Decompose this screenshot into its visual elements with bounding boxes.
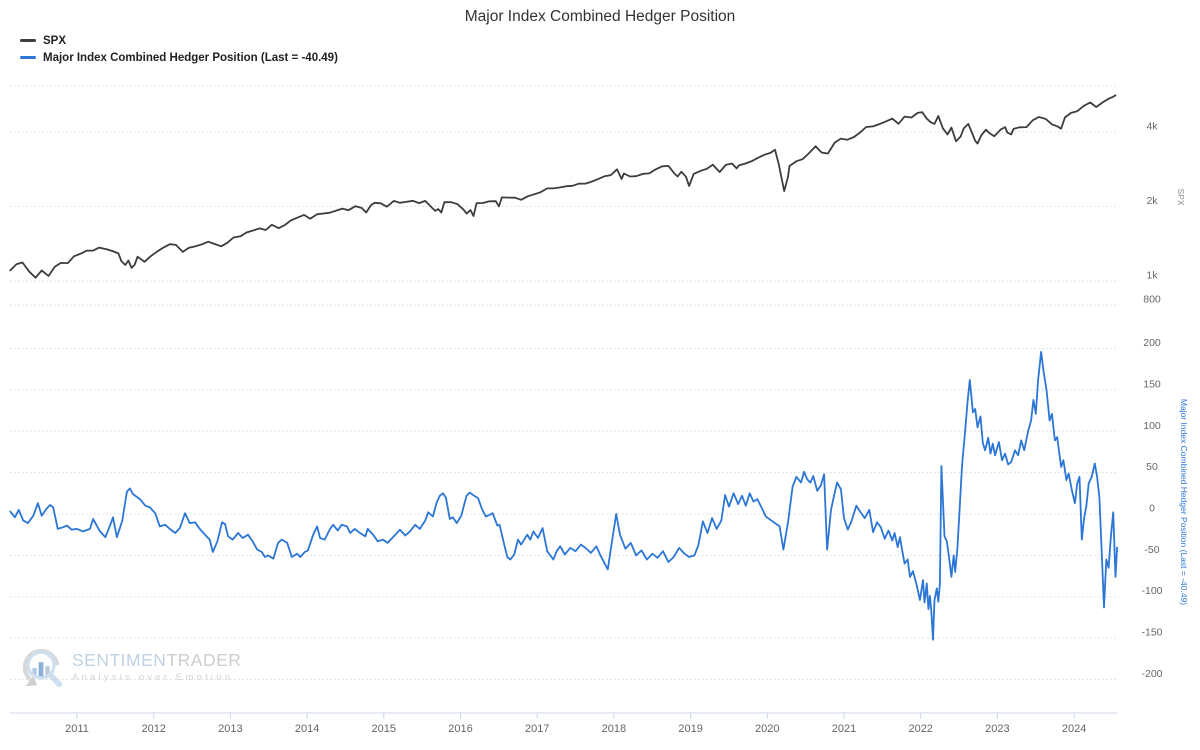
hedger-axis-tick-label: 0 [1149, 503, 1155, 515]
legend-item-spx[interactable]: SPX [20, 32, 338, 49]
x-axis-year-label: 2021 [832, 723, 856, 735]
x-axis-year-label: 2017 [525, 723, 549, 735]
x-axis-year-label: 2020 [755, 723, 779, 735]
watermark-text: SENTIMENTRADER Analysis over Emotion [72, 650, 242, 684]
x-axis-year-label: 2024 [1062, 723, 1086, 735]
hedger-axis-tick-label: -100 [1141, 585, 1162, 597]
watermark-tagline: Analysis over Emotion [72, 672, 234, 683]
hedger-series-line [9, 350, 1118, 641]
legend-label-spx: SPX [43, 34, 67, 47]
sentimentrader-logo-icon [22, 648, 63, 688]
x-axis-year-label: 2012 [141, 723, 165, 735]
x-axis-year-label: 2018 [602, 723, 626, 735]
hedger-axis-tick-label: 200 [1143, 337, 1161, 349]
x-axis-year-label: 2013 [218, 723, 242, 735]
spx-series-line [9, 94, 1117, 279]
x-axis-year-label: 2016 [448, 723, 472, 735]
spx-axis-tick-label: 1k [1146, 270, 1158, 282]
legend-item-hedger[interactable]: Major Index Combined Hedger Position (La… [20, 49, 338, 66]
x-axis-year-label: 2011 [65, 723, 89, 735]
chart-title: Major Index Combined Hedger Position [464, 8, 736, 25]
hedger-axis-title: Major Index Combined Hedger Position (La… [1179, 399, 1189, 605]
legend-label-hedger: Major Index Combined Hedger Position (La… [43, 51, 338, 64]
hedger-legend-marker-icon [20, 56, 36, 59]
hedger-axis-tick-label: -150 [1141, 627, 1162, 639]
x-axis-year-label: 2014 [295, 723, 319, 735]
spx-legend-marker-icon [20, 39, 36, 42]
hedger-axis-tick-label: 150 [1143, 378, 1161, 390]
x-axis-year-label: 2022 [908, 723, 932, 735]
hedger-axis-tick-label: -200 [1141, 668, 1162, 680]
spx-axis-title: SPX [1176, 188, 1186, 205]
spx-axis-tick-label: 2k [1146, 195, 1158, 207]
spx-axis-tick-label: 800 [1143, 294, 1161, 306]
hedger-axis-tick-label: 100 [1143, 420, 1161, 432]
hedger-axis-tick-label: -50 [1144, 544, 1159, 556]
x-axis-year-label: 2019 [678, 723, 702, 735]
watermark-brand: SENTIMENTRADER [72, 650, 242, 670]
sentimentrader-watermark: SENTIMENTRADER Analysis over Emotion [18, 644, 241, 690]
hedger-axis-tick-label: 50 [1146, 461, 1158, 473]
legend: SPX Major Index Combined Hedger Position… [20, 32, 338, 66]
x-axis-year-label: 2023 [985, 723, 1009, 735]
spx-axis-tick-label: 4k [1146, 120, 1158, 132]
x-axis-year-label: 2015 [372, 723, 396, 735]
